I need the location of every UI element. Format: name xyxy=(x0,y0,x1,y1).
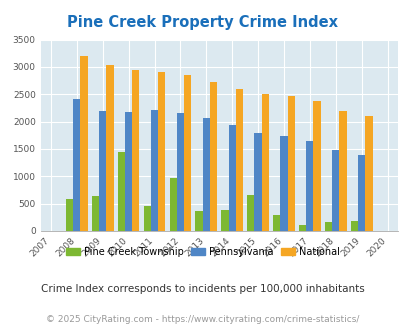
Bar xyxy=(279,136,287,231)
Bar xyxy=(261,94,268,231)
Bar xyxy=(357,155,364,231)
Bar xyxy=(209,82,217,231)
Text: © 2025 CityRating.com - https://www.cityrating.com/crime-statistics/: © 2025 CityRating.com - https://www.city… xyxy=(46,315,359,324)
Bar xyxy=(324,222,331,231)
Bar xyxy=(339,111,346,231)
Bar xyxy=(125,112,132,231)
Text: Pine Creek Property Crime Index: Pine Creek Property Crime Index xyxy=(67,15,338,30)
Bar xyxy=(298,225,305,231)
Bar xyxy=(80,56,87,231)
Bar xyxy=(73,99,80,231)
Bar xyxy=(143,206,151,231)
Bar xyxy=(364,115,372,231)
Bar xyxy=(254,133,261,231)
Bar xyxy=(132,70,139,231)
Bar xyxy=(287,96,294,231)
Bar xyxy=(235,89,243,231)
Bar xyxy=(195,211,202,231)
Bar xyxy=(106,65,113,231)
Bar xyxy=(176,113,183,231)
Bar xyxy=(247,195,254,231)
Bar xyxy=(331,149,339,231)
Bar xyxy=(305,141,313,231)
Text: Crime Index corresponds to incidents per 100,000 inhabitants: Crime Index corresponds to incidents per… xyxy=(41,284,364,294)
Bar xyxy=(66,199,73,231)
Bar xyxy=(313,101,320,231)
Bar xyxy=(117,152,125,231)
Bar xyxy=(169,178,176,231)
Bar xyxy=(221,210,228,231)
Legend: Pine Creek Township, Pennsylvania, National: Pine Creek Township, Pennsylvania, Natio… xyxy=(62,243,343,261)
Bar xyxy=(273,215,279,231)
Bar xyxy=(350,221,357,231)
Bar xyxy=(99,111,106,231)
Bar xyxy=(158,72,165,231)
Bar xyxy=(151,110,158,231)
Bar xyxy=(228,125,235,231)
Bar xyxy=(202,118,209,231)
Bar xyxy=(183,75,191,231)
Bar xyxy=(92,196,99,231)
